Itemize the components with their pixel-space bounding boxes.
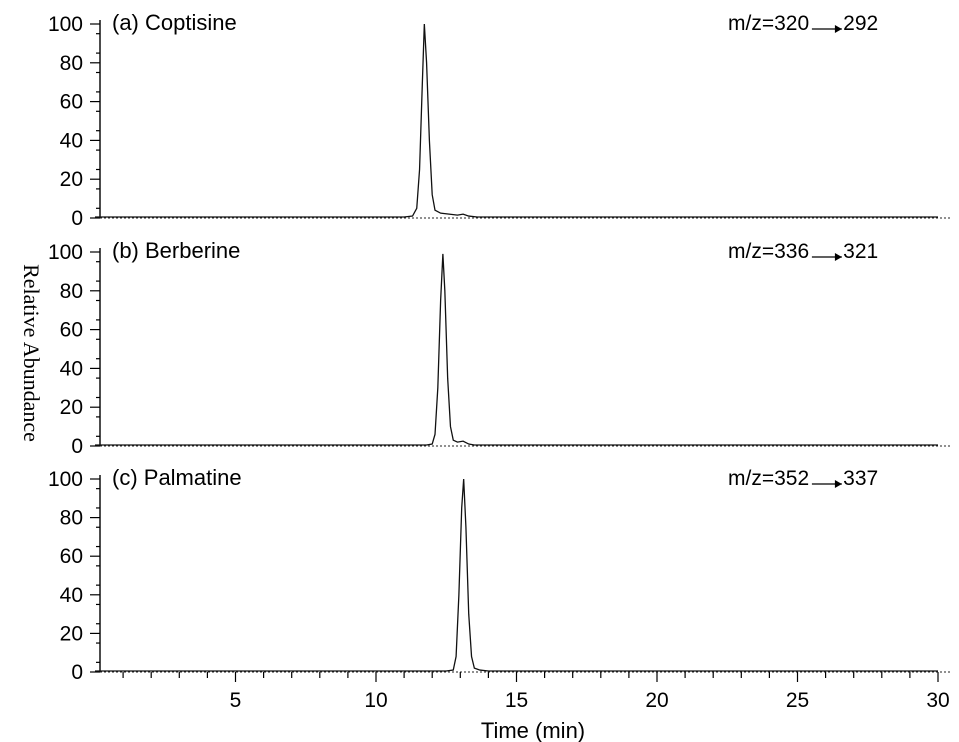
- y-tick-label: 20: [60, 168, 83, 191]
- y-axis-label: Relative Abundance: [19, 264, 44, 442]
- panel-2: 0 20 40 60 80 100 (c) Palmatine m/z=352 337: [48, 465, 950, 684]
- y-tick-label: 0: [71, 661, 83, 684]
- y-tick-label: 80: [60, 507, 83, 530]
- mz-suffix: 292: [843, 12, 878, 35]
- y-tick-label: 20: [60, 396, 83, 419]
- x-tick-label: 30: [926, 689, 949, 712]
- y-tick-label: 100: [48, 241, 83, 264]
- x-axis: 5 10 15 20 25 30: [122, 672, 950, 712]
- y-tick-label: 20: [60, 622, 83, 645]
- mz-transition-label: m/z=320 292: [728, 12, 878, 35]
- y-tick-label: 80: [60, 280, 83, 303]
- panel-0: 0 20 40 60 80 100 (a) Coptisine m/z=320 292: [48, 10, 950, 230]
- arrow-head-icon: [834, 253, 842, 261]
- mz-prefix: m/z=320: [728, 12, 809, 35]
- y-tick-label: 60: [60, 545, 83, 568]
- panel-1: 0 20 40 60 80 100 (b) Berberine m/z=336 321: [48, 238, 950, 458]
- chromatogram-trace: [95, 23, 938, 218]
- y-tick-label: 60: [60, 91, 83, 114]
- y-tick-label: 100: [48, 468, 83, 491]
- panel-label: (c) Palmatine: [112, 465, 242, 490]
- mz-prefix: m/z=352: [728, 467, 809, 490]
- mz-prefix: m/z=336: [728, 240, 809, 263]
- y-tick-label: 0: [71, 435, 83, 458]
- mz-suffix: 321: [843, 240, 878, 263]
- x-axis-label: Time (min): [481, 718, 585, 742]
- mz-suffix: 337: [843, 467, 878, 490]
- y-tick-label: 60: [60, 319, 83, 342]
- y-tick-label: 0: [71, 207, 83, 230]
- x-tick-label: 25: [786, 689, 809, 712]
- x-tick-label: 10: [364, 689, 387, 712]
- y-tick-label: 80: [60, 52, 83, 75]
- arrow-head-icon: [834, 480, 842, 488]
- y-tick-label: 40: [60, 129, 83, 152]
- arrow-head-icon: [834, 25, 842, 33]
- panel-label: (b) Berberine: [112, 238, 240, 263]
- y-tick-label: 40: [60, 357, 83, 380]
- chromatogram-trace: [95, 253, 938, 446]
- y-tick-label: 40: [60, 584, 83, 607]
- x-tick-label: 5: [230, 689, 242, 712]
- mz-transition-label: m/z=352 337: [728, 467, 878, 490]
- chromatogram-trace: [95, 478, 938, 672]
- x-tick-label: 15: [505, 689, 528, 712]
- x-tick-label: 20: [645, 689, 668, 712]
- mz-transition-label: m/z=336 321: [728, 240, 878, 263]
- panel-label: (a) Coptisine: [112, 10, 237, 35]
- panels-group: 0 20 40 60 80 100 (a) Coptisine m/z=320 292 0 20 40…: [48, 10, 950, 684]
- y-tick-label: 100: [48, 13, 83, 36]
